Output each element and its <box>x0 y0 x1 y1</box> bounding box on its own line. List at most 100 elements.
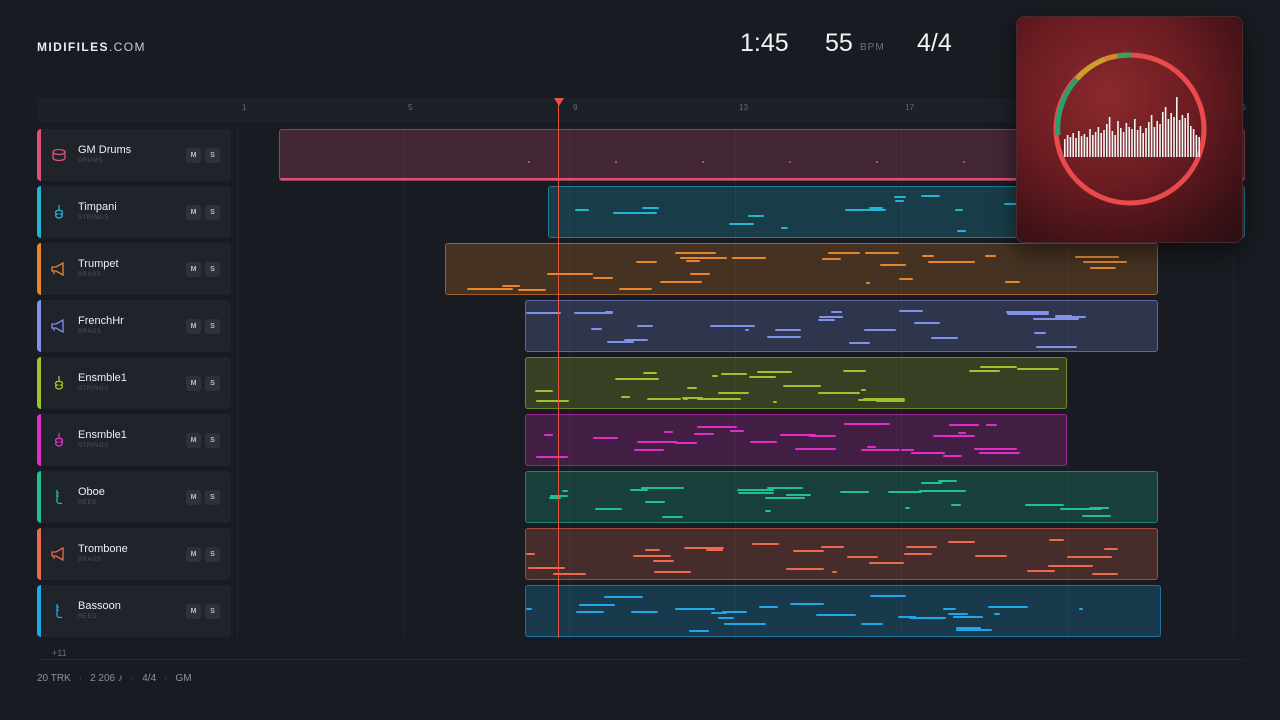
note <box>894 196 906 198</box>
note <box>535 390 553 392</box>
note <box>631 611 658 613</box>
note <box>697 398 741 400</box>
mute-button[interactable]: M <box>186 148 201 163</box>
mute-button[interactable]: M <box>186 262 201 277</box>
track-name: Oboe <box>78 486 105 498</box>
track-color-bar <box>37 528 41 580</box>
playhead-marker[interactable] <box>554 98 564 106</box>
solo-button[interactable]: S <box>205 547 220 562</box>
track-header[interactable]: Bassoon REED M S <box>37 585 231 637</box>
track-color-bar <box>37 585 41 637</box>
violin-icon <box>54 376 64 390</box>
note <box>621 396 630 398</box>
note <box>526 608 532 610</box>
horn-icon <box>51 261 64 277</box>
note <box>660 281 702 283</box>
visualizer-bar <box>1103 130 1105 157</box>
solo-button[interactable]: S <box>205 376 220 391</box>
track-header[interactable]: Trumpet BRASS M S <box>37 243 231 295</box>
visualizer-bar <box>1153 127 1156 157</box>
note <box>1027 570 1055 572</box>
note <box>832 571 837 573</box>
note <box>711 612 727 614</box>
note <box>682 397 703 399</box>
note <box>783 385 821 387</box>
solo-button[interactable]: S <box>205 433 220 448</box>
visualizer-bar <box>1131 129 1133 157</box>
track-header[interactable]: Ensmble1 STRINGS M S <box>37 414 231 466</box>
note <box>847 556 878 558</box>
playhead[interactable] <box>558 100 559 638</box>
note <box>636 261 657 263</box>
mute-button[interactable]: M <box>186 205 201 220</box>
midi-clip[interactable] <box>525 585 1161 637</box>
note <box>1049 539 1064 541</box>
note <box>1060 508 1102 510</box>
solo-button[interactable]: S <box>205 148 220 163</box>
note <box>593 437 618 439</box>
midi-clip[interactable] <box>525 414 1067 466</box>
midi-clip[interactable] <box>525 300 1158 352</box>
note <box>613 212 657 214</box>
note <box>745 329 749 331</box>
note <box>750 441 777 443</box>
note <box>642 207 659 209</box>
mute-button[interactable]: M <box>186 547 201 562</box>
mute-button[interactable]: M <box>186 604 201 619</box>
solo-button[interactable]: S <box>205 205 220 220</box>
solo-button[interactable]: S <box>205 490 220 505</box>
note <box>729 223 754 225</box>
track-color-bar <box>37 129 41 181</box>
note <box>1005 281 1020 283</box>
note <box>647 398 681 400</box>
note <box>943 455 962 457</box>
mute-button[interactable]: M <box>186 490 201 505</box>
solo-button[interactable]: S <box>205 262 220 277</box>
note <box>591 328 602 330</box>
note <box>831 311 842 313</box>
midi-clip[interactable] <box>525 357 1067 409</box>
track-category: REED <box>78 614 98 620</box>
midi-clip[interactable] <box>525 528 1158 580</box>
note <box>1090 267 1116 269</box>
note <box>1048 565 1093 567</box>
note <box>675 442 697 444</box>
mute-button[interactable]: M <box>186 433 201 448</box>
note <box>956 629 992 631</box>
track-header[interactable]: Ensmble1 STRINGS M S <box>37 357 231 409</box>
note <box>607 341 634 343</box>
note <box>922 255 934 257</box>
horn-icon <box>51 318 64 334</box>
midi-standard: GM <box>175 673 192 684</box>
track-header[interactable]: Trombone BRASS M S <box>37 528 231 580</box>
track-header[interactable]: FrenchHr BRASS M S <box>37 300 231 352</box>
song-time: 1:45 <box>740 29 789 57</box>
visualizer-bar <box>1114 135 1116 157</box>
grid-line <box>569 128 570 638</box>
reed-icon <box>56 490 62 505</box>
note <box>899 278 913 280</box>
visualizer-graphic <box>1053 52 1207 206</box>
note <box>786 568 824 570</box>
track-category: DRUMS <box>78 158 103 164</box>
solo-button[interactable]: S <box>205 319 220 334</box>
track-header[interactable]: GM Drums DRUMS M S <box>37 129 231 181</box>
note <box>579 604 615 606</box>
track-header[interactable]: Oboe REED M S <box>37 471 231 523</box>
note <box>1067 556 1112 558</box>
mute-button[interactable]: M <box>186 376 201 391</box>
visualizer-bar <box>1078 131 1080 157</box>
note <box>643 372 657 374</box>
note <box>1055 316 1086 318</box>
midi-clip[interactable] <box>525 471 1158 523</box>
brand-logo[interactable]: MIDIFILES.COM <box>37 40 146 54</box>
more-tracks-indicator[interactable]: +11 <box>52 648 67 658</box>
mute-button[interactable]: M <box>186 319 201 334</box>
track-color-bar <box>37 414 41 466</box>
solo-button[interactable]: S <box>205 604 220 619</box>
track-header[interactable]: Timpani STRINGS M S <box>37 186 231 238</box>
reed-icon <box>56 604 62 619</box>
note <box>748 215 764 217</box>
note <box>615 378 659 380</box>
midi-clip[interactable] <box>445 243 1158 295</box>
